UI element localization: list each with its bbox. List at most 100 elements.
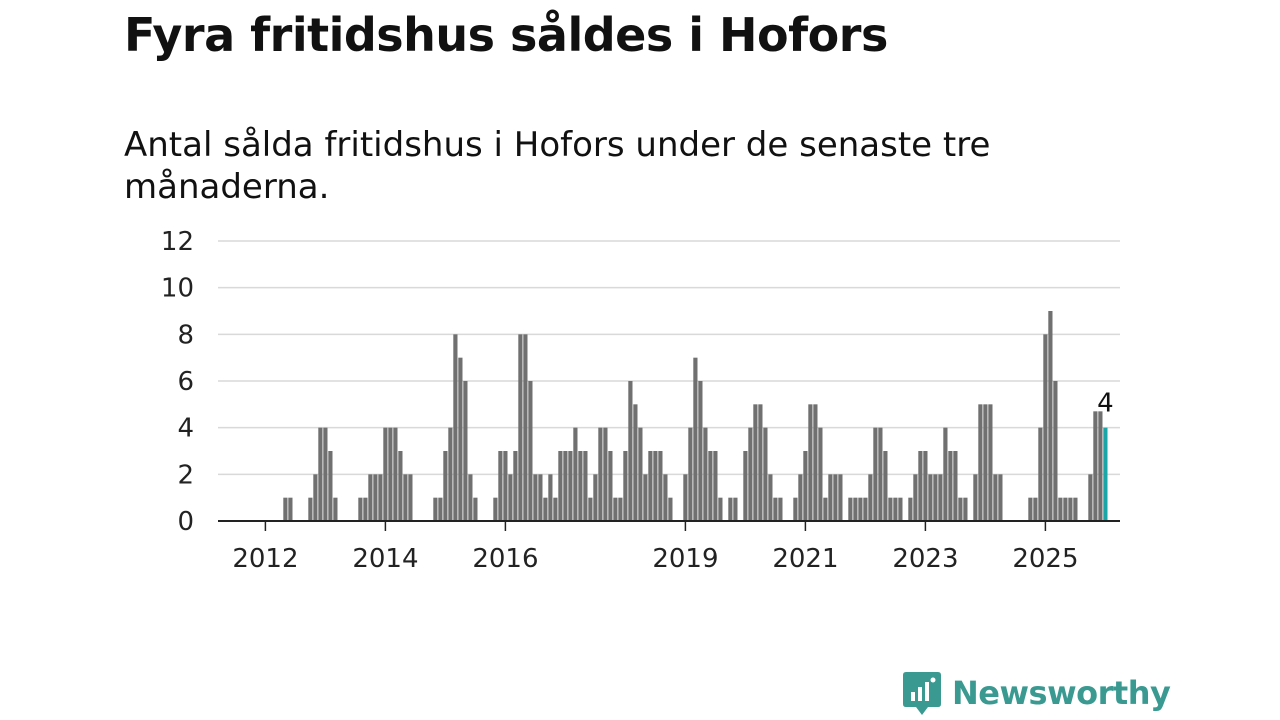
- bar: [838, 474, 843, 521]
- bar: [873, 427, 878, 521]
- bar: [383, 427, 388, 521]
- bar: [598, 427, 603, 521]
- bar: [898, 497, 903, 521]
- bar: [588, 497, 593, 521]
- x-tick-label: 2023: [892, 544, 958, 574]
- bar: [563, 451, 568, 521]
- bar: [463, 381, 468, 521]
- bar: [798, 474, 803, 521]
- bar: [403, 474, 408, 521]
- bar: [713, 451, 718, 521]
- bar: [848, 497, 853, 521]
- bar: [918, 451, 923, 521]
- bar: [593, 474, 598, 521]
- bar: [983, 404, 988, 521]
- bar: [363, 497, 368, 521]
- bar: [493, 497, 498, 521]
- gridlines: [218, 240, 1120, 476]
- bar: [768, 474, 773, 521]
- bar: [393, 427, 398, 521]
- bar: [1038, 427, 1043, 521]
- bar: [658, 451, 663, 521]
- bar: [718, 497, 723, 521]
- bar: [993, 474, 998, 521]
- bar: [893, 497, 898, 521]
- bar: [638, 427, 643, 521]
- bar: [498, 451, 503, 521]
- bar: [433, 497, 438, 521]
- bar: [328, 451, 333, 521]
- bar: [438, 497, 443, 521]
- bar: [473, 497, 478, 521]
- newsworthy-wordmark: Newsworthy: [952, 674, 1171, 712]
- bar: [568, 451, 573, 521]
- bar: [833, 474, 838, 521]
- y-tick-label: 10: [161, 274, 194, 304]
- bar: [773, 497, 778, 521]
- bar-chart: 0 2 4 6 8 10 12 2012 2014 2016 2019 2021 2023 2025 4: [161, 227, 1120, 574]
- bar: [448, 427, 453, 521]
- bar: [663, 474, 668, 521]
- bar: [668, 497, 673, 521]
- bars: [283, 311, 1108, 521]
- bar: [963, 497, 968, 521]
- bar: [628, 381, 633, 521]
- bar: [753, 404, 758, 521]
- y-tick-label: 0: [177, 507, 194, 537]
- bar: [913, 474, 918, 521]
- bar: [1028, 497, 1033, 521]
- bar: [973, 474, 978, 521]
- bar: [868, 474, 873, 521]
- bar: [728, 497, 733, 521]
- chart-title: Fyra fritidshus såldes i Hofors: [124, 8, 888, 62]
- bar: [953, 451, 958, 521]
- bar: [813, 404, 818, 521]
- bar: [808, 404, 813, 521]
- bar: [318, 427, 323, 521]
- x-tick-label: 2012: [232, 544, 298, 574]
- bar: [743, 451, 748, 521]
- bar: [988, 404, 993, 521]
- bar: [998, 474, 1003, 521]
- bar: [1068, 497, 1073, 521]
- bar: [333, 497, 338, 521]
- bar: [358, 497, 363, 521]
- bar: [283, 497, 288, 521]
- bar: [308, 497, 313, 521]
- bar: [648, 451, 653, 521]
- bar: [508, 474, 513, 521]
- bar: [453, 334, 458, 521]
- bar: [803, 451, 808, 521]
- bar: [763, 427, 768, 521]
- bar: [443, 451, 448, 521]
- bar: [1048, 311, 1053, 521]
- x-tick-label: 2014: [352, 544, 418, 574]
- bar: [398, 451, 403, 521]
- bar: [1043, 334, 1048, 521]
- bar: [623, 451, 628, 521]
- bar: [468, 474, 473, 521]
- bar: [548, 474, 553, 521]
- x-tick-label: 2019: [652, 544, 718, 574]
- bar: [858, 497, 863, 521]
- x-axis-ticks: 2012 2014 2016 2019 2021 2023 2025: [232, 521, 1078, 574]
- bar: [888, 497, 893, 521]
- bar: [533, 474, 538, 521]
- bar: [698, 381, 703, 521]
- bar: [373, 474, 378, 521]
- bar: [703, 427, 708, 521]
- bar: [313, 474, 318, 521]
- bar: [733, 497, 738, 521]
- bar: [1033, 497, 1038, 521]
- bar: [938, 474, 943, 521]
- bar: [688, 427, 693, 521]
- y-tick-label: 12: [161, 227, 194, 257]
- bar: [853, 497, 858, 521]
- bar: [1098, 411, 1103, 521]
- y-tick-label: 2: [177, 460, 194, 490]
- y-tick-label: 4: [177, 414, 194, 444]
- chart-subtitle: Antal sålda fritidshus i Hofors under de…: [124, 125, 991, 207]
- bar: [878, 427, 883, 521]
- bar: [933, 474, 938, 521]
- bar: [883, 451, 888, 521]
